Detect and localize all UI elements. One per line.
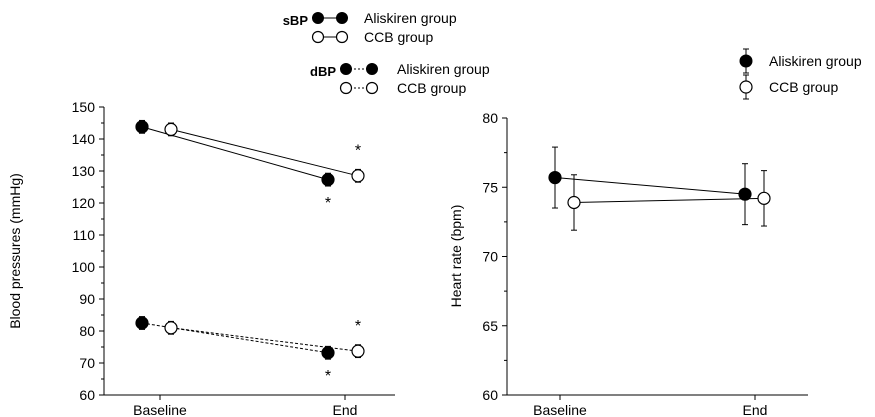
bp-legend: sBP Aliskiren group CCB group dBP Aliski… (283, 10, 490, 96)
bp-sbp-aliskiren-group-point (135, 120, 149, 134)
hr-y-tick-label: 80 (482, 110, 498, 126)
hr-aliskiren-group-line (554, 177, 746, 195)
heart-rate-plot: Heart rate (bpm) 60 65 70 75 80 Baseline End (448, 110, 808, 417)
bp-dbp-ccb-group-point (351, 344, 365, 358)
legend-marker-hr-ccb (739, 80, 753, 94)
legend-label-sbp-aliskiren: Aliskiren group (364, 10, 457, 26)
bp-significance-marker: * (325, 368, 331, 385)
hr-y-tick-label: 65 (482, 318, 498, 334)
bp-dbp-aliskiren-group-point (135, 316, 149, 330)
legend-marker-dbp-ccb-2 (365, 81, 379, 95)
bp-y-ticks: 60 70 80 90 100 110 120 130 140 150 (72, 99, 104, 403)
hr-x-tick-label: End (743, 402, 768, 417)
legend-marker-sbp-aliskiren (312, 12, 324, 24)
bp-y-tick-label: 70 (79, 355, 95, 371)
bp-series: * * * * (135, 119, 365, 385)
bp-significance-marker: * (355, 318, 361, 335)
bp-sbp-ccb-group-point (351, 169, 365, 183)
bp-y-tick-label: 150 (72, 99, 96, 115)
bp-y-tick-label: 60 (79, 387, 95, 403)
bp-sbp-ccb-group-line (170, 128, 359, 177)
blood-pressure-plot: Blood pressures (mmHg) 60 70 80 90 100 110 120… (7, 99, 395, 417)
bp-y-tick-label: 80 (79, 323, 95, 339)
hr-y-tick-label: 75 (482, 179, 498, 195)
bp-y-tick-label: 90 (79, 291, 95, 307)
bp-y-axis-title: Blood pressures (mmHg) (7, 173, 23, 329)
hr-x-ticks: Baseline End (533, 395, 767, 417)
legend-marker-hr-aliskiren (739, 54, 753, 68)
legend-marker-sbp-ccb (311, 30, 325, 44)
bp-y-tick-label: 110 (73, 227, 96, 243)
hr-y-tick-label: 70 (482, 249, 498, 265)
bp-x-tick-label: End (333, 402, 358, 417)
legend-marker-dbp-aliskiren (340, 63, 352, 75)
bp-x-tick-label: Baseline (133, 402, 187, 417)
hr-ccb-group-point (567, 195, 581, 210)
bp-y-tick-label: 100 (72, 259, 96, 275)
bp-y-tick-label: 130 (72, 163, 96, 179)
bp-dbp-aliskiren-group-point (321, 346, 335, 360)
hr-y-ticks: 60 65 70 75 80 (482, 110, 507, 403)
legend-marker-dbp-aliskiren-2 (366, 63, 378, 75)
legend-marker-sbp-aliskiren-2 (336, 12, 348, 24)
bp-sbp-aliskiren-group-point (321, 173, 335, 187)
legend-label-hr-aliskiren: Aliskiren group (769, 53, 862, 69)
hr-legend: Aliskiren group CCB group (739, 48, 862, 100)
bp-sbp-ccb-group-point (164, 122, 178, 136)
hr-aliskiren-group-point (738, 187, 752, 201)
legend-marker-sbp-ccb-2 (335, 30, 349, 44)
bp-significance-marker: * (355, 142, 361, 159)
legend-marker-dbp-ccb (339, 81, 353, 95)
bp-y-tick-label: 120 (72, 195, 96, 211)
bp-x-ticks: Baseline End (133, 395, 357, 417)
legend-label-dbp-aliskiren: Aliskiren group (397, 61, 490, 77)
bp-significance-marker: * (325, 195, 331, 212)
hr-aliskiren-group-point (548, 170, 562, 185)
bp-y-tick-label: 140 (72, 131, 96, 147)
hr-y-axis-title: Heart rate (bpm) (448, 205, 464, 308)
legend-label-hr-ccb: CCB group (769, 79, 838, 95)
hr-ccb-group-point (757, 191, 771, 205)
legend-key-sbp: sBP (283, 13, 309, 28)
legend-label-sbp-ccb: CCB group (364, 29, 433, 45)
hr-ccb-group-line (573, 197, 765, 203)
legend-label-dbp-ccb: CCB group (397, 80, 466, 96)
hr-series (548, 146, 771, 231)
hr-x-tick-label: Baseline (533, 402, 587, 417)
bp-dbp-ccb-group-point (164, 321, 178, 335)
hr-y-tick-label: 60 (482, 387, 498, 403)
legend-key-dbp: dBP (310, 64, 336, 79)
